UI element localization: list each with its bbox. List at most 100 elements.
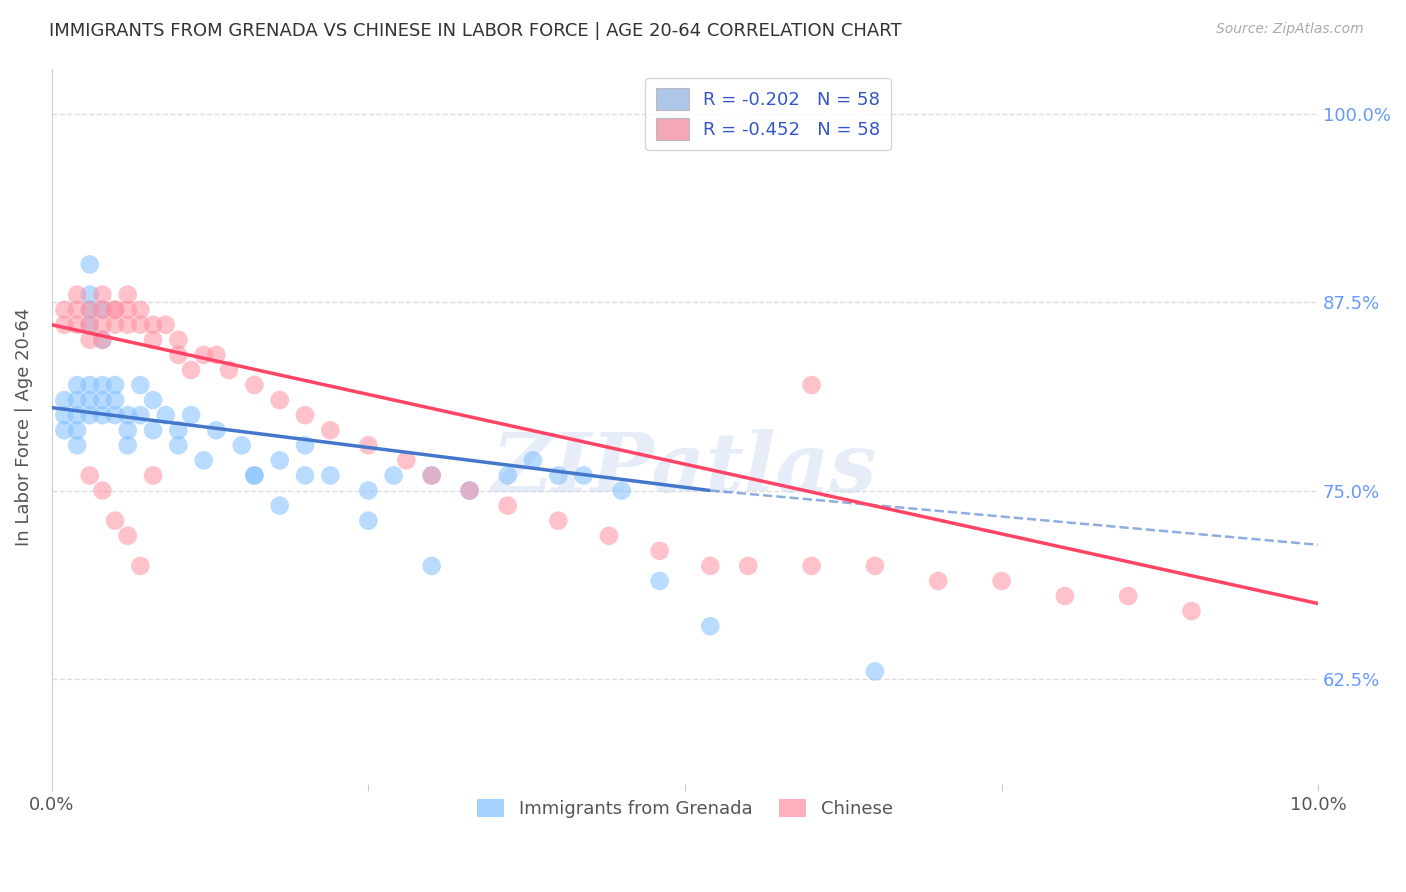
Point <box>180 363 202 377</box>
Point <box>420 468 443 483</box>
Point <box>269 453 291 467</box>
Point <box>142 393 165 408</box>
Point <box>193 453 215 467</box>
Point <box>737 558 759 573</box>
Point <box>1053 589 1076 603</box>
Point <box>91 393 114 408</box>
Point <box>79 393 101 408</box>
Point <box>53 393 76 408</box>
Point <box>420 558 443 573</box>
Point <box>1116 800 1139 814</box>
Point <box>79 378 101 392</box>
Text: Source: ZipAtlas.com: Source: ZipAtlas.com <box>1216 22 1364 37</box>
Point <box>79 333 101 347</box>
Point <box>91 318 114 332</box>
Point <box>104 378 127 392</box>
Point <box>91 408 114 422</box>
Point <box>104 318 127 332</box>
Point <box>155 318 177 332</box>
Point <box>142 333 165 347</box>
Point <box>800 378 823 392</box>
Point <box>863 665 886 679</box>
Point <box>129 408 152 422</box>
Point <box>193 348 215 362</box>
Point <box>243 378 266 392</box>
Point <box>218 363 240 377</box>
Point <box>319 468 342 483</box>
Point <box>167 348 190 362</box>
Point <box>91 378 114 392</box>
Point <box>79 302 101 317</box>
Point <box>699 619 721 633</box>
Point <box>66 378 89 392</box>
Point <box>205 348 228 362</box>
Point <box>420 468 443 483</box>
Point <box>66 423 89 437</box>
Point <box>458 483 481 498</box>
Point <box>547 468 569 483</box>
Y-axis label: In Labor Force | Age 20-64: In Labor Force | Age 20-64 <box>15 308 32 546</box>
Point <box>243 468 266 483</box>
Point <box>155 408 177 422</box>
Point <box>91 333 114 347</box>
Point <box>180 408 202 422</box>
Point <box>117 302 139 317</box>
Point <box>79 318 101 332</box>
Point <box>496 499 519 513</box>
Point <box>800 558 823 573</box>
Point <box>129 378 152 392</box>
Point <box>117 318 139 332</box>
Point <box>294 468 316 483</box>
Point <box>117 287 139 301</box>
Point <box>117 529 139 543</box>
Point <box>319 423 342 437</box>
Point <box>66 302 89 317</box>
Point <box>648 574 671 588</box>
Point <box>91 287 114 301</box>
Point <box>104 302 127 317</box>
Point <box>66 318 89 332</box>
Point <box>129 558 152 573</box>
Point <box>117 423 139 437</box>
Point <box>167 423 190 437</box>
Point <box>243 468 266 483</box>
Point <box>357 514 380 528</box>
Point <box>53 302 76 317</box>
Point <box>357 483 380 498</box>
Point <box>294 408 316 422</box>
Point <box>66 408 89 422</box>
Point <box>458 483 481 498</box>
Point <box>53 318 76 332</box>
Point <box>167 333 190 347</box>
Legend: Immigrants from Grenada, Chinese: Immigrants from Grenada, Chinese <box>470 792 900 825</box>
Point <box>142 318 165 332</box>
Point <box>53 423 76 437</box>
Point <box>269 499 291 513</box>
Point <box>382 468 405 483</box>
Point <box>142 468 165 483</box>
Text: ZIPatlas: ZIPatlas <box>492 429 877 509</box>
Point <box>547 514 569 528</box>
Point <box>1180 604 1202 618</box>
Point <box>129 318 152 332</box>
Point <box>79 468 101 483</box>
Point <box>496 468 519 483</box>
Point <box>294 438 316 452</box>
Point <box>53 408 76 422</box>
Point <box>863 558 886 573</box>
Point <box>79 287 101 301</box>
Point <box>205 423 228 437</box>
Point <box>79 318 101 332</box>
Point <box>79 302 101 317</box>
Point <box>572 468 595 483</box>
Point <box>231 438 253 452</box>
Point <box>104 393 127 408</box>
Point <box>522 453 544 467</box>
Point <box>1116 589 1139 603</box>
Point <box>66 393 89 408</box>
Point <box>91 302 114 317</box>
Point <box>395 453 418 467</box>
Point <box>167 438 190 452</box>
Point <box>990 574 1012 588</box>
Point <box>117 408 139 422</box>
